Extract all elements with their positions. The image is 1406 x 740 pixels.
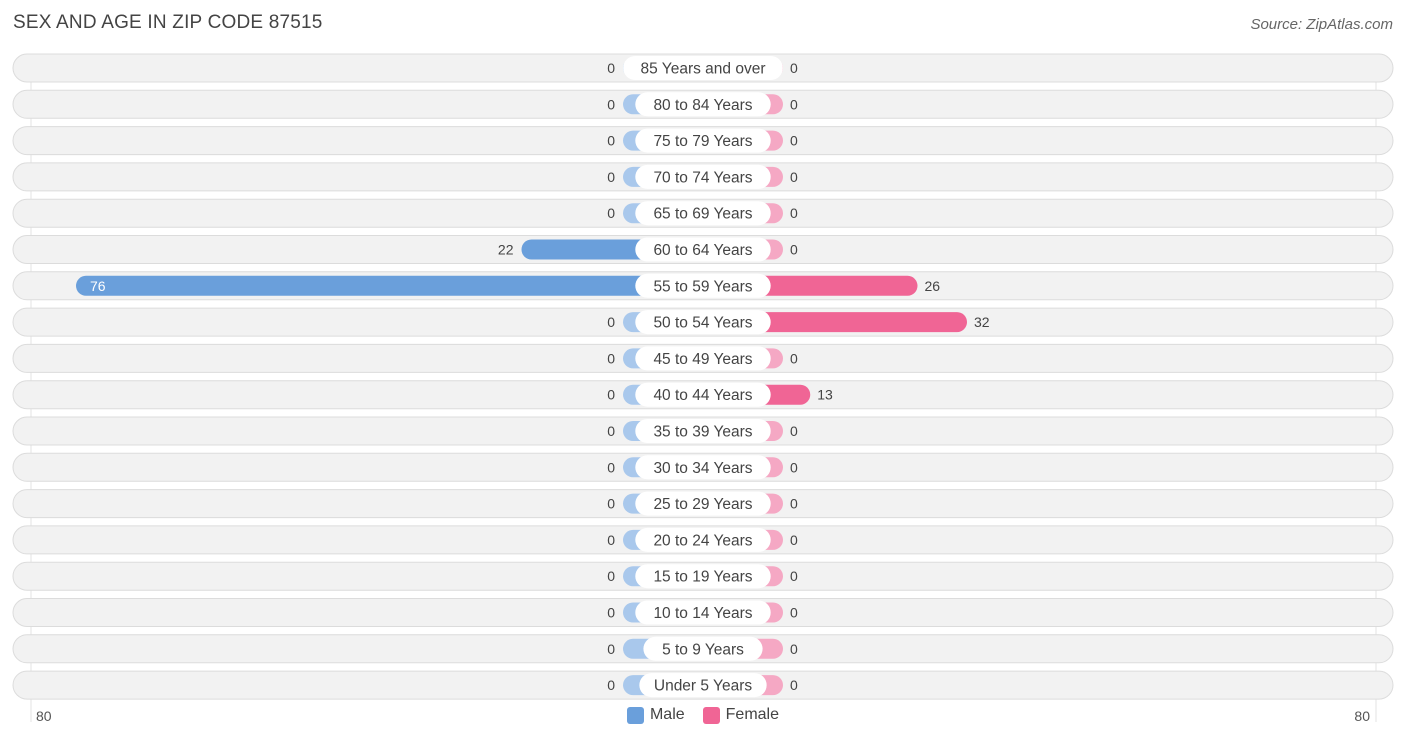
category-label-60-to-64-years: 60 to 64 Years — [653, 242, 752, 259]
category-label-40-to-44-years: 40 to 44 Years — [653, 387, 752, 404]
female-value-label-75-to-79-years: 0 — [790, 133, 798, 149]
male-value-label-80-to-84-years: 0 — [607, 96, 615, 112]
male-value-label-10-to-14-years: 0 — [607, 605, 615, 621]
female-value-label-under-5-years: 0 — [790, 677, 798, 693]
category-pill-85-years-and-over — [623, 56, 783, 80]
category-label-20-to-24-years: 20 to 24 Years — [653, 532, 752, 549]
female-value-label-40-to-44-years: 13 — [817, 387, 833, 403]
male-value-label-5-to-9-years: 0 — [607, 641, 615, 657]
category-label-30-to-34-years: 30 to 34 Years — [653, 460, 752, 477]
category-pill-5-to-9-years — [643, 636, 763, 661]
female-value-label-35-to-39-years: 0 — [790, 423, 798, 439]
category-pill-25-to-29-years — [635, 491, 771, 516]
category-label-45-to-49-years: 45 to 49 Years — [653, 351, 752, 368]
category-label-10-to-14-years: 10 to 14 Years — [653, 605, 752, 622]
category-label-65-to-69-years: 65 to 69 Years — [653, 206, 752, 223]
category-label-25-to-29-years: 25 to 29 Years — [653, 496, 752, 513]
female-value-label-45-to-49-years: 0 — [790, 350, 798, 366]
category-label-55-to-59-years: 55 to 59 Years — [653, 278, 752, 295]
female-value-label-70-to-74-years: 0 — [790, 169, 798, 185]
female-value-label-55-to-59-years: 26 — [925, 278, 941, 294]
male-value-label-65-to-69-years: 0 — [607, 205, 615, 221]
female-value-label-10-to-14-years: 0 — [790, 605, 798, 621]
category-pill-20-to-24-years — [635, 527, 771, 552]
category-label-75-to-79-years: 75 to 79 Years — [653, 133, 752, 150]
axis-left-max-label: 80 — [36, 708, 52, 724]
category-pill-under-5-years — [639, 673, 767, 698]
male-value-label-75-to-79-years: 0 — [607, 133, 615, 149]
male-bar-55-to-59-years — [76, 275, 703, 296]
female-value-label-60-to-64-years: 0 — [790, 242, 798, 258]
male-value-label-45-to-49-years: 0 — [607, 350, 615, 366]
category-pill-15-to-19-years — [635, 564, 771, 589]
female-swatch — [702, 706, 720, 724]
female-value-label-30-to-34-years: 0 — [790, 459, 798, 475]
category-pill-35-to-39-years — [635, 419, 771, 443]
category-label-80-to-84-years: 80 to 84 Years — [653, 97, 752, 114]
category-pill-55-to-59-years — [635, 273, 771, 298]
female-value-label-65-to-69-years: 0 — [790, 205, 798, 221]
male-value-label-85-years-and-over: 0 — [607, 60, 615, 76]
category-pill-75-to-79-years — [635, 128, 771, 153]
category-pill-60-to-64-years — [635, 237, 771, 262]
male-value-label-15-to-19-years: 0 — [607, 568, 615, 584]
category-label-70-to-74-years: 70 to 74 Years — [653, 169, 752, 186]
axis-right-max-label: 80 — [1354, 708, 1370, 724]
legend-female-label: Female — [725, 706, 780, 723]
category-pill-45-to-49-years — [635, 346, 771, 371]
chart-title: SEX AND AGE IN ZIP CODE 87515 — [13, 12, 323, 33]
male-value-label-70-to-74-years: 0 — [607, 169, 615, 185]
female-value-label-5-to-9-years: 0 — [790, 641, 798, 657]
male-value-label-55-to-59-years: 76 — [90, 278, 106, 294]
male-value-label-under-5-years: 0 — [607, 677, 615, 693]
category-pill-50-to-54-years — [635, 310, 771, 335]
female-value-label-25-to-29-years: 0 — [790, 496, 798, 512]
legend-male-label: Male — [649, 706, 685, 723]
category-pill-80-to-84-years — [635, 92, 771, 117]
category-label-5-to-9-years: 5 to 9 Years — [662, 641, 744, 658]
category-label-50-to-54-years: 50 to 54 Years — [653, 315, 752, 332]
male-value-label-20-to-24-years: 0 — [607, 532, 615, 548]
female-value-label-15-to-19-years: 0 — [790, 568, 798, 584]
source-note: Source: ZipAtlas.com — [1250, 16, 1393, 33]
female-value-label-50-to-54-years: 32 — [974, 314, 990, 330]
legend: Male Female — [0, 706, 1406, 724]
male-swatch — [626, 706, 644, 724]
category-label-15-to-19-years: 15 to 19 Years — [653, 569, 752, 586]
category-pill-40-to-44-years — [635, 382, 771, 407]
category-label-35-to-39-years: 35 to 39 Years — [653, 424, 752, 441]
category-pill-30-to-34-years — [635, 455, 771, 480]
male-value-label-35-to-39-years: 0 — [607, 423, 615, 439]
male-value-label-25-to-29-years: 0 — [607, 496, 615, 512]
male-value-label-50-to-54-years: 0 — [607, 314, 615, 330]
category-label-85-years-and-over: 85 Years and over — [641, 61, 766, 78]
category-pill-70-to-74-years — [635, 164, 771, 189]
female-value-label-85-years-and-over: 0 — [790, 60, 798, 76]
male-value-label-40-to-44-years: 0 — [607, 387, 615, 403]
male-value-label-60-to-64-years: 22 — [498, 242, 514, 258]
legend-item-female: Female — [702, 706, 780, 724]
category-pill-65-to-69-years — [635, 201, 771, 226]
legend-item-male: Male — [626, 706, 685, 724]
category-label-under-5-years: Under 5 Years — [654, 678, 752, 695]
female-value-label-80-to-84-years: 0 — [790, 96, 798, 112]
category-pill-10-to-14-years — [635, 600, 771, 625]
male-value-label-30-to-34-years: 0 — [607, 459, 615, 475]
female-value-label-20-to-24-years: 0 — [790, 532, 798, 548]
